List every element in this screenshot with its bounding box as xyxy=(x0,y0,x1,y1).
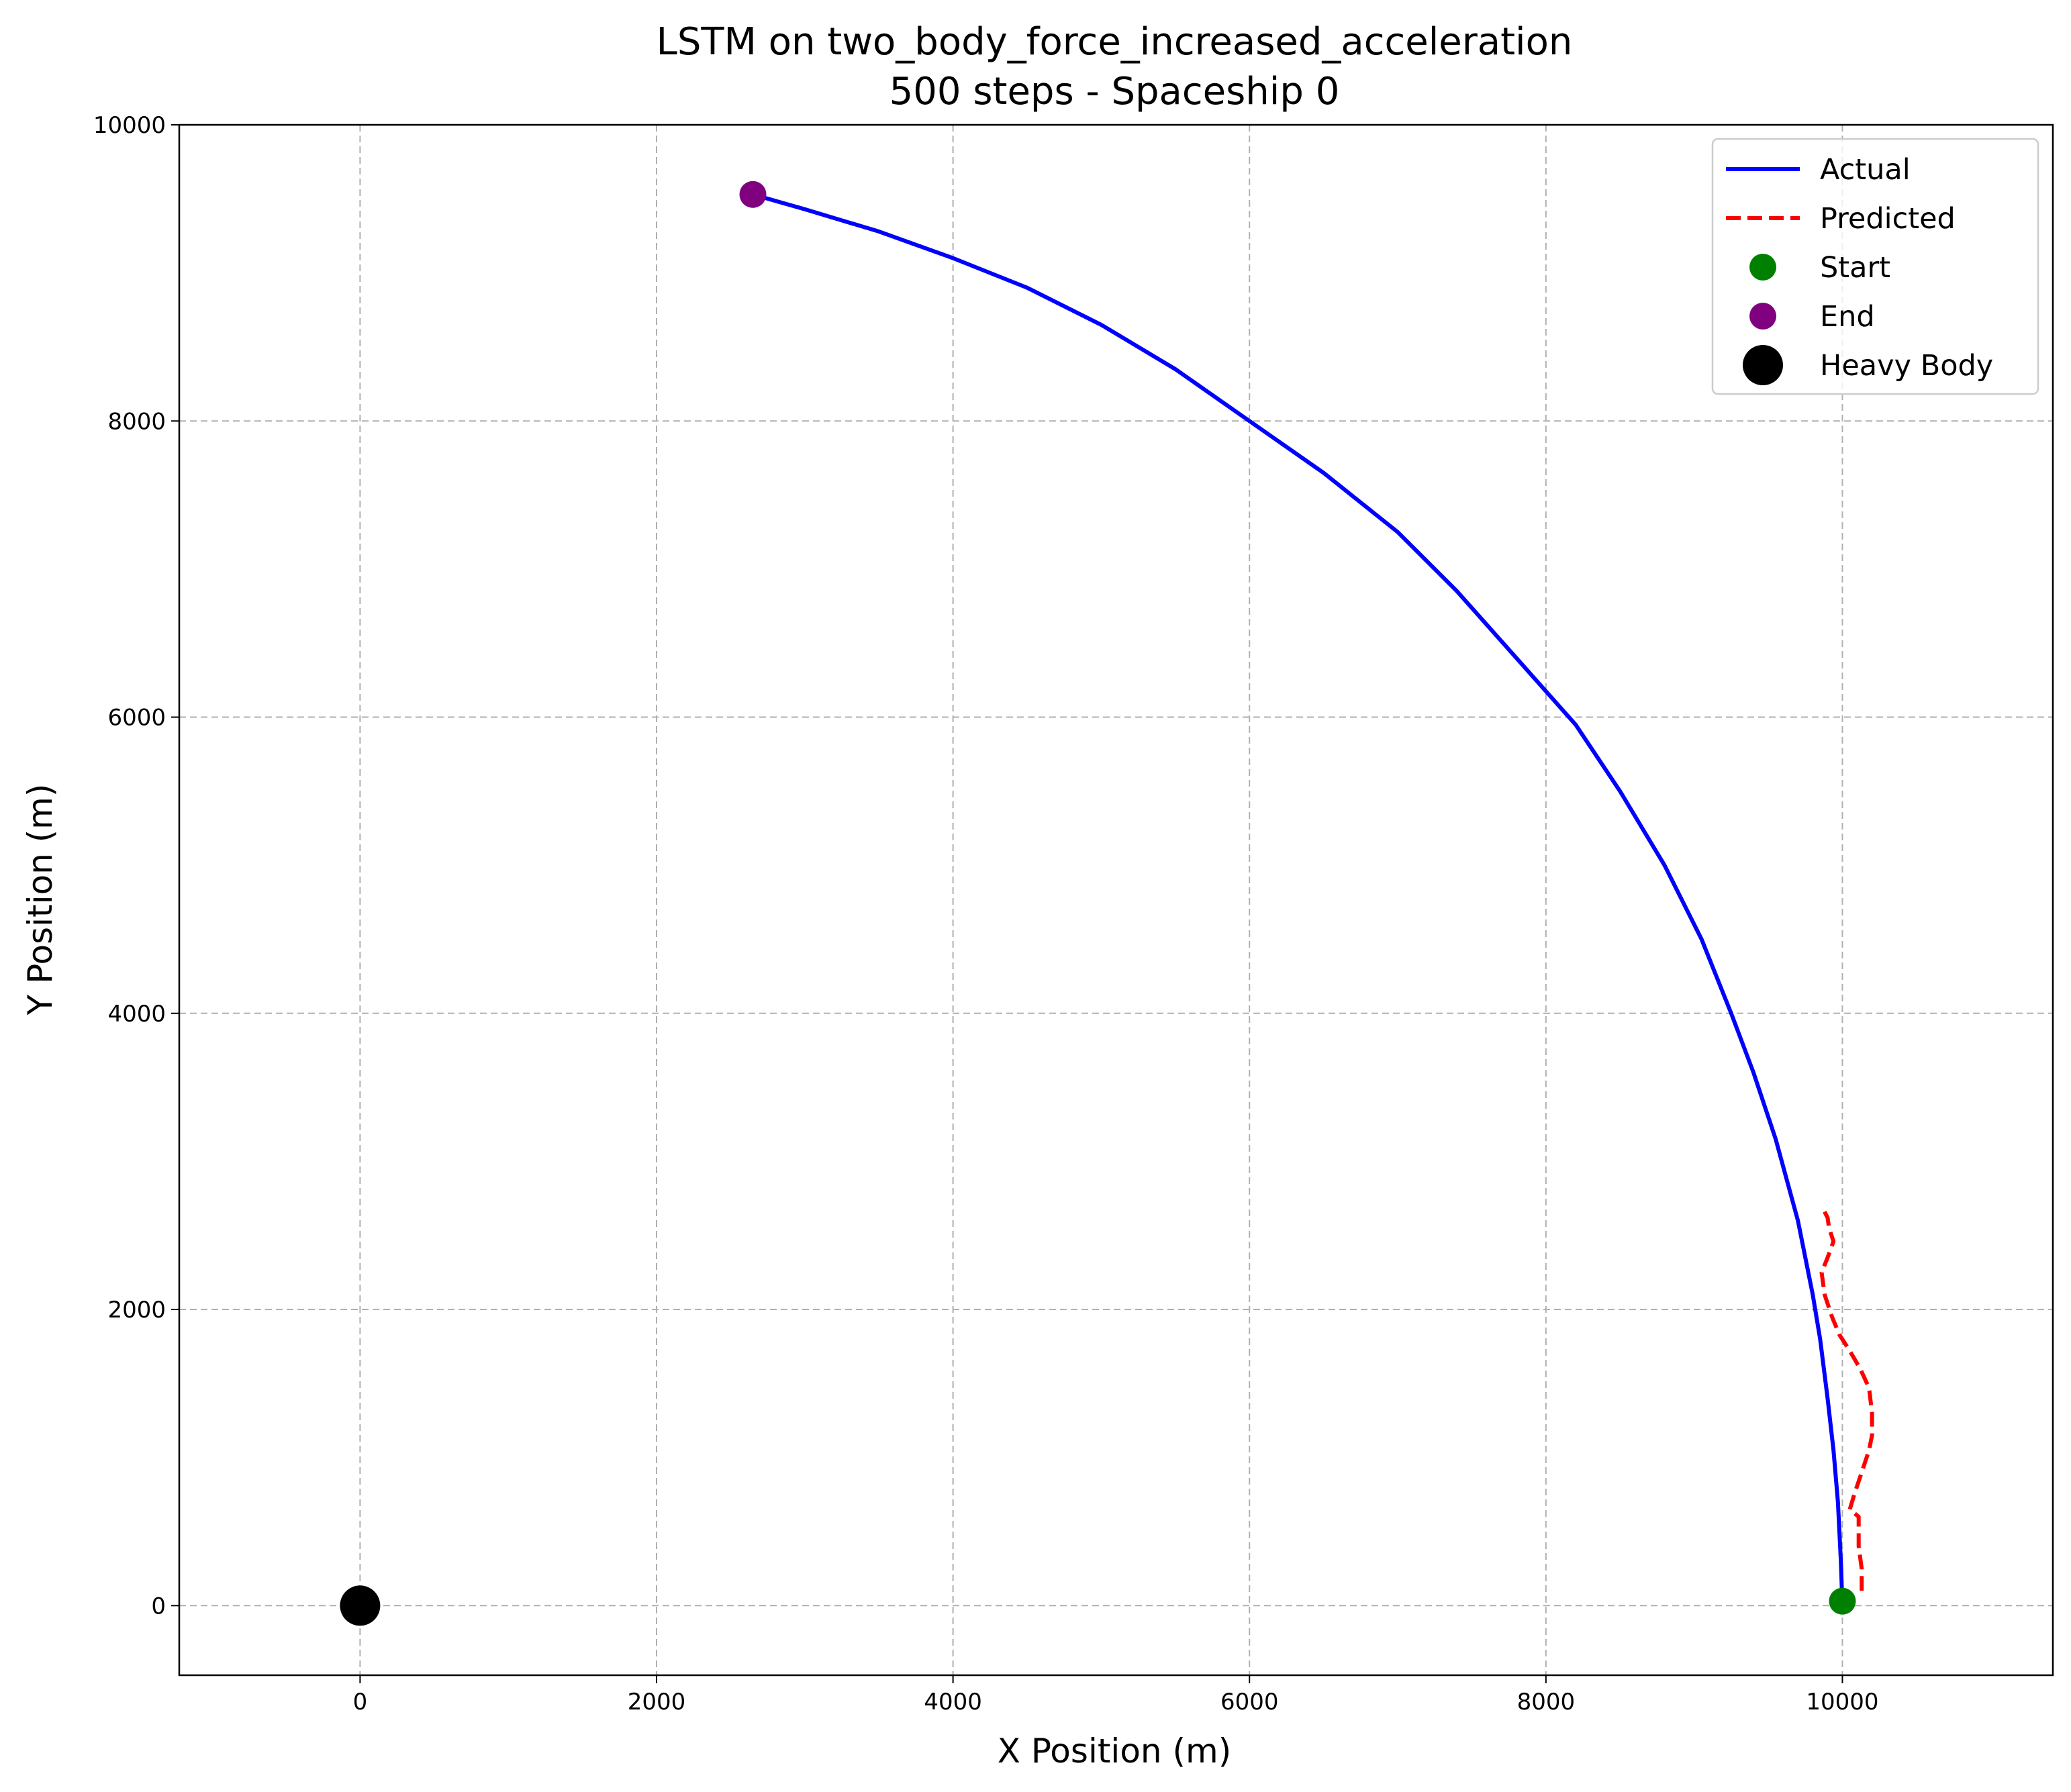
grid xyxy=(179,124,2053,1675)
y-tick-label: 6000 xyxy=(107,705,166,732)
legend-box xyxy=(1711,138,2039,395)
heavy-body-marker xyxy=(340,1585,381,1626)
legend-swatch-end xyxy=(1749,303,1776,330)
y-tick-label: 2000 xyxy=(107,1297,166,1324)
predicted-series-line xyxy=(1819,1207,1874,1591)
y-tick-label: 4000 xyxy=(107,1001,166,1028)
y-axis-ticks: 0 2000 4000 6000 8000 10000 xyxy=(93,112,179,1620)
plot-area xyxy=(752,192,1874,1606)
markers xyxy=(340,181,1856,1626)
legend: Actual Predicted Start End Heavy Body xyxy=(1711,138,2039,395)
y-tick-label: 8000 xyxy=(107,408,166,435)
x-tick-label: 10000 xyxy=(1806,1689,1878,1715)
x-tick-label: 2000 xyxy=(628,1689,686,1715)
legend-label-predicted: Predicted xyxy=(1820,202,1956,236)
legend-swatch-heavy-body xyxy=(1743,345,1783,385)
end-marker xyxy=(739,181,767,208)
y-tick-label: 0 xyxy=(151,1593,166,1620)
axes-frame xyxy=(178,123,2054,1677)
legend-label-heavy-body: Heavy Body xyxy=(1820,349,1993,383)
y-axis-label: Y Position (m) xyxy=(21,784,60,1016)
chart-subtitle: 500 steps - Spaceship 0 xyxy=(889,70,1340,113)
legend-label-end: End xyxy=(1820,300,1875,334)
x-tick-label: 0 xyxy=(353,1689,368,1715)
start-marker xyxy=(1829,1587,1856,1615)
x-tick-label: 6000 xyxy=(1220,1689,1279,1715)
x-tick-label: 4000 xyxy=(924,1689,982,1715)
legend-label-start: Start xyxy=(1820,251,1890,285)
y-tick-label: 10000 xyxy=(93,112,166,139)
actual-series-line xyxy=(752,192,1845,1606)
legend-label-actual: Actual xyxy=(1820,153,1911,187)
legend-swatch-start xyxy=(1749,254,1776,281)
x-tick-label: 8000 xyxy=(1517,1689,1576,1715)
x-axis-label: X Position (m) xyxy=(998,1732,1231,1771)
chart-title: LSTM on two_body_force_increased_acceler… xyxy=(657,20,1573,64)
x-axis-ticks: 0 2000 4000 6000 8000 10000 xyxy=(353,1675,1879,1715)
